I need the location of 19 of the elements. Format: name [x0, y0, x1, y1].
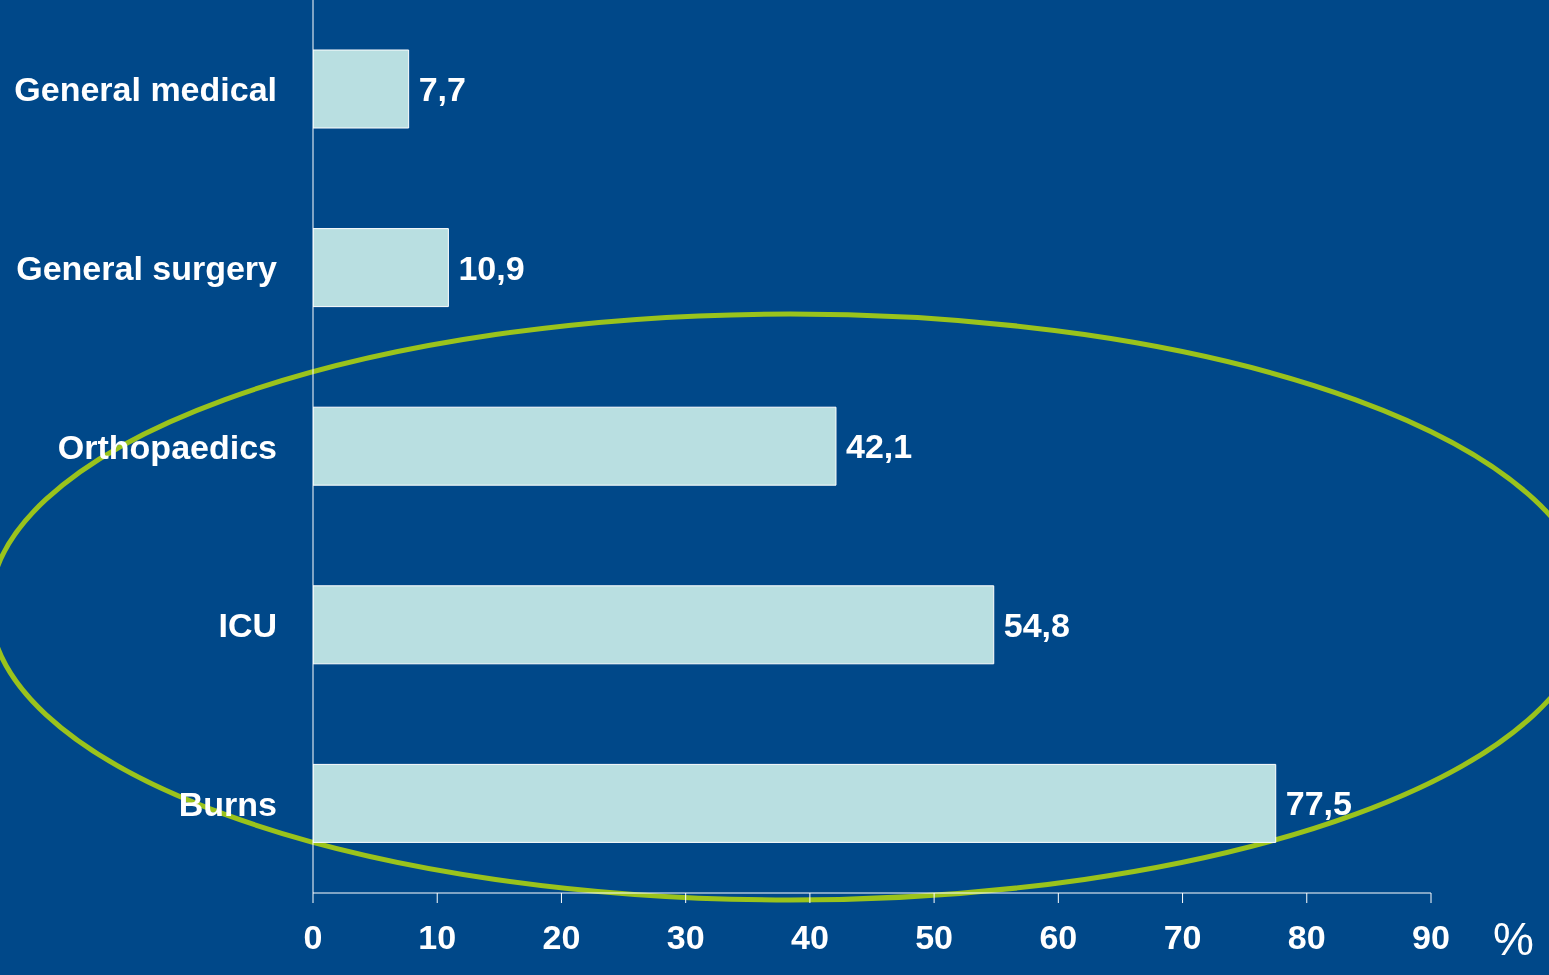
data-label: 42,1	[845, 427, 913, 466]
x-tick-label: 30	[666, 918, 705, 957]
y-tick-label: General surgery	[16, 248, 278, 287]
x-tick-label: 60	[1039, 918, 1078, 957]
y-tick-label: ICU	[218, 606, 277, 645]
x-tick-label: 0	[303, 918, 323, 957]
data-label: 77,5	[1285, 784, 1352, 823]
x-tick-label: 70	[1163, 918, 1202, 957]
x-axis-title: %	[1493, 912, 1534, 966]
y-tick-label: General medical	[14, 70, 277, 109]
x-tick-label: 80	[1287, 918, 1326, 957]
data-label: 54,8	[1003, 605, 1070, 644]
x-tick-label: 50	[915, 918, 954, 957]
data-label: 10,9	[458, 248, 525, 287]
data-label: 7,7	[418, 70, 466, 109]
x-tick-label: 90	[1412, 918, 1450, 957]
x-tick-label: 10	[418, 918, 457, 957]
x-tick-label: 40	[790, 918, 829, 957]
x-tick-label: 20	[542, 918, 581, 957]
